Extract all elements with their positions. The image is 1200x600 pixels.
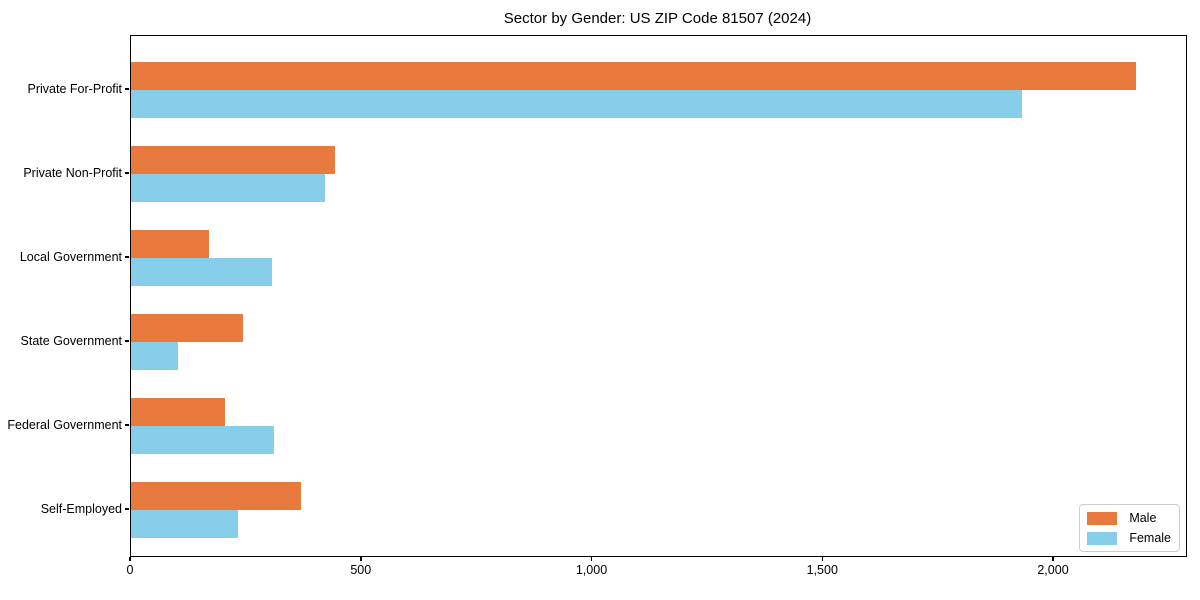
legend-item-male: Male	[1087, 511, 1171, 525]
x-tick-label-1000: 1,000	[575, 563, 608, 577]
bar-female-private-non-profit	[131, 174, 325, 202]
x-tick-1500	[821, 556, 823, 561]
y-label-private-for-profit: Private For-Profit	[27, 82, 122, 96]
x-tick-label-0: 0	[126, 563, 134, 577]
legend-swatch-female	[1087, 531, 1118, 545]
bar-female-self-employed	[131, 510, 238, 538]
chart-title: Sector by Gender: US ZIP Code 81507 (202…	[503, 10, 812, 27]
bar-female-private-for-profit	[131, 90, 1023, 118]
legend-label-female: Female	[1129, 531, 1171, 545]
y-tick-private-for-profit	[124, 88, 129, 90]
bar-male-federal-government	[131, 398, 226, 426]
legend-label-male: Male	[1129, 511, 1157, 525]
x-tick-1000	[590, 556, 593, 561]
bar-female-federal-government	[131, 426, 274, 454]
y-tick-local-government	[124, 256, 129, 258]
y-label-federal-government: Federal Government	[7, 418, 122, 432]
x-tick-label-1500: 1,500	[806, 563, 838, 577]
bar-female-local-government	[131, 258, 272, 286]
y-label-state-government: State Government	[20, 334, 122, 348]
x-tick-0	[129, 556, 131, 561]
y-tick-self-employed	[124, 508, 129, 510]
y-label-self-employed: Self-Employed	[40, 502, 122, 516]
legend-item-female: Female	[1087, 531, 1171, 545]
x-tick-500	[360, 556, 362, 561]
legend-swatch-male	[1087, 511, 1118, 525]
x-tick-2000	[1052, 556, 1054, 561]
y-tick-federal-government	[124, 424, 129, 426]
y-label-private-non-profit: Private Non-Profit	[23, 166, 122, 180]
bar-male-local-government	[131, 230, 209, 258]
bar-male-private-non-profit	[131, 146, 336, 174]
bar-female-state-government	[131, 342, 179, 370]
bar-male-state-government	[131, 314, 243, 342]
y-label-local-government: Local Government	[19, 250, 122, 264]
legend: Male Female	[1079, 504, 1180, 552]
bar-male-private-for-profit	[131, 62, 1137, 90]
y-tick-private-non-profit	[124, 172, 129, 174]
plot-area: Male Female	[130, 35, 1187, 557]
y-tick-state-government	[124, 340, 129, 342]
x-tick-label-500: 500	[350, 563, 372, 577]
x-tick-label-2000: 2,000	[1037, 563, 1069, 577]
bar-male-self-employed	[131, 482, 301, 510]
